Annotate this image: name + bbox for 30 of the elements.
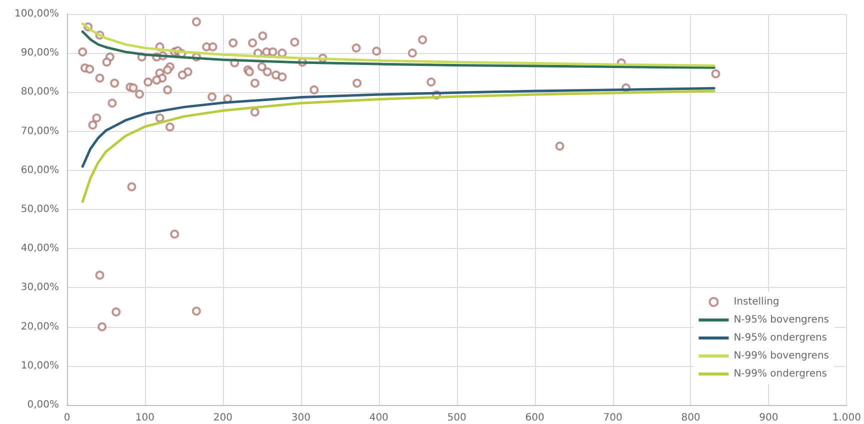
- y-tick-label: 100,00%: [14, 8, 59, 20]
- y-tick-label: 40,00%: [20, 243, 59, 254]
- x-tick-label: 200: [213, 412, 232, 424]
- legend-label: N-95% bovengrens: [734, 314, 830, 326]
- x-tick-label: 700: [603, 412, 622, 424]
- line-series: [81, 90, 716, 203]
- legend-label: N-99% ondergrens: [734, 368, 828, 380]
- x-tick-label: 100: [135, 412, 155, 424]
- legend-label: Instelling: [734, 296, 780, 308]
- y-tick-label: 10,00%: [20, 360, 59, 372]
- y-tick-label: 50,00%: [20, 204, 59, 215]
- line-series: [81, 22, 716, 67]
- y-tick-label: 0,00%: [27, 400, 59, 410]
- y-tick-label: 70,00%: [20, 126, 59, 137]
- y-tick-label: 90,00%: [20, 48, 59, 59]
- x-tick-label: 0: [64, 412, 70, 424]
- y-tick-label: 20,00%: [20, 321, 59, 332]
- legend-label: N-95% ondergrens: [734, 332, 828, 344]
- y-tick-label: 80,00%: [20, 86, 59, 98]
- x-tick-label: 400: [369, 412, 388, 424]
- line-series: [81, 87, 716, 168]
- x-tick-label: 800: [681, 412, 700, 424]
- x-tick-label: 600: [525, 412, 544, 424]
- x-tick-label: 300: [291, 412, 310, 424]
- x-tick-label: 500: [447, 412, 466, 424]
- y-tick-label: 30,00%: [20, 282, 59, 294]
- x-tick-label: 900: [759, 412, 778, 424]
- legend-label: N-99% bovengrens: [734, 350, 830, 362]
- x-tick-label: 1.000: [832, 412, 862, 424]
- y-tick-label: 60,00%: [20, 164, 59, 176]
